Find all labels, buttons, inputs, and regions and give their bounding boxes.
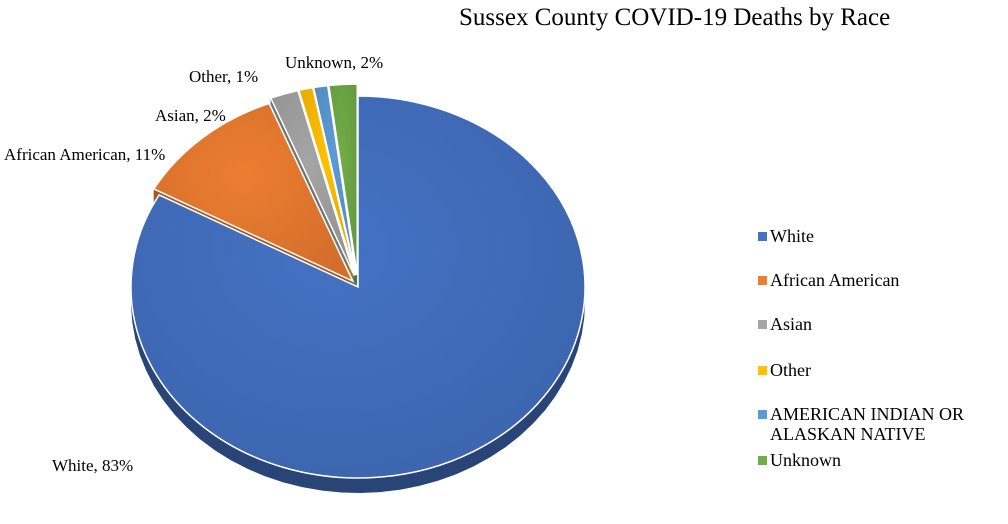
legend-swatch xyxy=(758,366,767,375)
pie-slice-white xyxy=(130,95,586,479)
data-label-asian: Asian, 2% xyxy=(155,106,226,125)
legend-swatch xyxy=(758,276,767,285)
data-label-unknown: Unknown, 2% xyxy=(285,53,383,72)
legend-item-white: White xyxy=(758,226,814,246)
chart-title: Sussex County COVID-19 Deaths by Race xyxy=(459,4,891,31)
legend-label: White xyxy=(770,226,814,246)
legend-item-unknown: Unknown xyxy=(758,450,841,470)
pie-slice-african-american xyxy=(152,102,355,283)
legend-label: Other xyxy=(770,360,811,380)
pie-slice-unknown xyxy=(327,83,358,276)
legend-item-asian: Asian xyxy=(758,314,812,334)
legend-item-american-indian-or-alaskan-native: AMERICAN INDIAN OR ALASKAN NATIVE xyxy=(758,404,998,444)
data-label-white: White, 83% xyxy=(52,456,133,475)
legend-label: African American xyxy=(770,270,900,290)
pie-slice-american-indian-or-alaskan-native xyxy=(312,84,357,276)
legend-swatch xyxy=(758,410,767,419)
legend-swatch xyxy=(758,320,767,329)
legend-item-other: Other xyxy=(758,360,811,380)
legend-label: Unknown xyxy=(770,450,841,470)
legend-swatch xyxy=(758,232,767,241)
legend-label: AMERICAN INDIAN OR ALASKAN NATIVE xyxy=(770,404,964,444)
data-label-other: Other, 1% xyxy=(189,67,258,86)
pie-slice-asian xyxy=(269,89,356,276)
legend-label: Asian xyxy=(770,314,812,334)
pie-slice-other xyxy=(297,86,357,276)
data-label-african-american: African American, 11% xyxy=(4,145,165,164)
legend-item-african-american: African American xyxy=(758,270,899,290)
legend-swatch xyxy=(758,456,767,465)
